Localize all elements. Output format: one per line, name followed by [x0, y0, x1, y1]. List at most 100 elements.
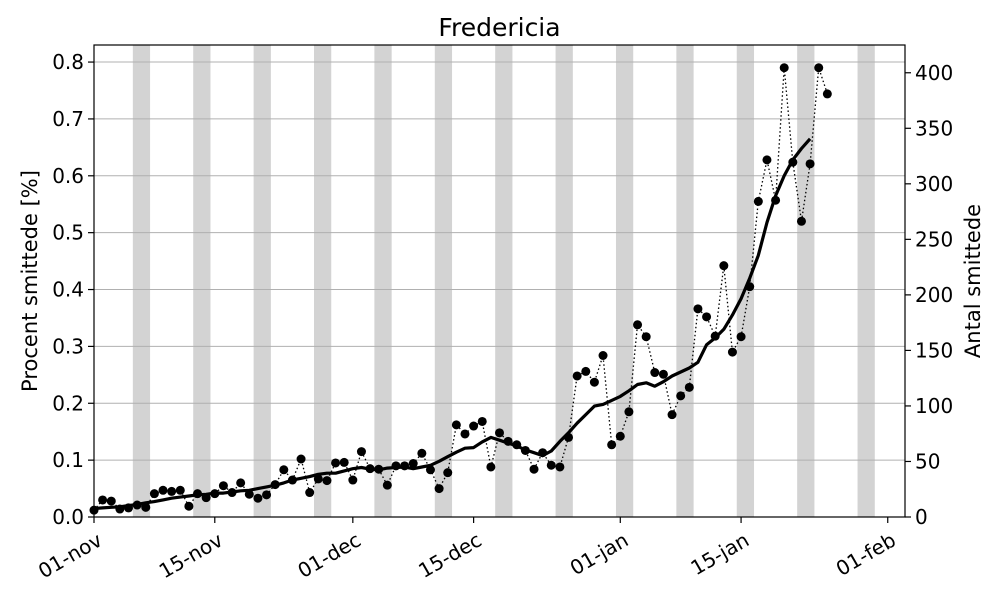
- daily-point-29: [339, 457, 349, 467]
- daily-point-62: [624, 407, 634, 417]
- daily-point-75: [736, 332, 746, 342]
- daily-point-7: [149, 489, 159, 499]
- y-left-tick-label-4: 0.4: [52, 278, 84, 302]
- y-right-tick-label-3: 150: [915, 338, 953, 362]
- daily-point-31: [356, 447, 366, 457]
- daily-point-20: [262, 490, 272, 500]
- y-left-tick-label-7: 0.7: [52, 107, 84, 131]
- daily-point-35: [391, 461, 401, 471]
- weekend-band-1: [193, 45, 211, 517]
- x-tick-label-2: 01-dec: [293, 528, 364, 583]
- daily-point-39: [425, 465, 435, 475]
- weekend-band-10: [736, 45, 755, 517]
- weekend-band-3: [314, 45, 332, 517]
- y-left-tick-label-3: 0.3: [52, 334, 84, 358]
- daily-point-79: [771, 195, 781, 205]
- daily-point-85: [822, 89, 832, 99]
- daily-point-17: [236, 478, 246, 488]
- daily-point-30: [348, 475, 358, 485]
- daily-point-6: [141, 502, 151, 512]
- daily-point-65: [650, 368, 660, 378]
- daily-point-3: [115, 504, 125, 514]
- y-left-tick-label-1: 0.1: [52, 448, 84, 472]
- y-right-tick-label-4: 200: [915, 283, 953, 307]
- daily-point-80: [779, 63, 789, 73]
- daily-point-18: [244, 489, 254, 499]
- x-tick-label-4: 01-jan: [566, 528, 633, 580]
- daily-point-70: [693, 304, 703, 314]
- daily-point-81: [788, 157, 798, 167]
- y-axis-left-label: Procent smittede [%]: [18, 170, 42, 392]
- daily-point-2: [106, 496, 116, 506]
- y-right-tick-label-0: 0: [915, 505, 928, 529]
- daily-point-44: [469, 421, 479, 431]
- daily-point-41: [443, 468, 453, 478]
- y-axis-right-label: Antal smittede: [961, 204, 985, 358]
- daily-point-26: [313, 474, 323, 484]
- grid-lines: [94, 61, 905, 518]
- daily-point-27: [322, 476, 332, 486]
- daily-point-32: [365, 464, 375, 474]
- x-tick-label-0: 01-nov: [34, 528, 106, 584]
- y-axis-left: 0.0 0.1 0.2 0.3 0.4 0.5 0.6 0.7 0.8: [52, 50, 94, 529]
- chart-title: Fredericia: [438, 13, 560, 42]
- daily-point-43: [460, 429, 470, 439]
- y-left-tick-label-2: 0.2: [52, 391, 84, 415]
- daily-point-36: [400, 461, 410, 471]
- daily-point-34: [382, 480, 392, 490]
- daily-point-21: [270, 480, 280, 490]
- daily-point-8: [158, 485, 168, 495]
- daily-point-24: [296, 454, 306, 464]
- daily-point-60: [607, 440, 617, 450]
- daily-point-77: [753, 196, 763, 206]
- daily-point-13: [201, 493, 211, 503]
- daily-point-72: [710, 331, 720, 341]
- daily-point-54: [555, 462, 565, 472]
- daily-point-37: [408, 459, 418, 469]
- daily-point-15: [218, 481, 228, 491]
- weekend-band-6: [495, 45, 513, 517]
- daily-point-61: [615, 431, 625, 441]
- daily-point-83: [805, 159, 815, 169]
- daily-point-55: [564, 432, 574, 442]
- daily-point-76: [745, 282, 755, 292]
- daily-point-73: [719, 261, 729, 271]
- daily-point-84: [814, 63, 824, 73]
- y-left-tick-label-8: 0.8: [52, 50, 84, 74]
- daily-point-56: [572, 371, 582, 381]
- daily-point-16: [227, 488, 237, 498]
- daily-point-48: [503, 436, 513, 446]
- daily-point-9: [167, 486, 177, 496]
- y-right-tick-label-6: 300: [915, 172, 953, 196]
- daily-point-12: [193, 489, 203, 499]
- y-right-tick-label-8: 400: [915, 61, 953, 85]
- y-left-tick-label-6: 0.6: [52, 164, 84, 188]
- daily-point-10: [175, 485, 185, 495]
- weekend-band-12: [857, 45, 875, 517]
- weekend-band-11: [797, 45, 815, 517]
- daily-point-22: [279, 465, 289, 475]
- daily-point-67: [667, 410, 677, 420]
- series-layer: [89, 63, 832, 515]
- weekend-band-5: [434, 45, 453, 517]
- daily-point-50: [520, 445, 530, 455]
- daily-point-63: [633, 320, 643, 330]
- daily-point-45: [477, 416, 487, 426]
- weekend-band-7: [555, 45, 573, 517]
- y-right-tick-label-1: 50: [915, 449, 940, 473]
- weekend-band-2: [253, 45, 271, 517]
- daily-point-53: [546, 460, 556, 470]
- daily-point-57: [581, 366, 591, 376]
- daily-point-5: [132, 500, 142, 510]
- x-tick-label-1: 15-nov: [155, 528, 227, 584]
- y-right-tick-label-2: 100: [915, 394, 953, 418]
- daily-point-59: [598, 350, 608, 360]
- weekend-band-9: [676, 45, 694, 517]
- weekend-band-4: [374, 45, 392, 517]
- daily-point-71: [702, 312, 712, 322]
- daily-point-66: [658, 369, 668, 379]
- y-axis-right: 0 50 100 150 200 250 300 350 400: [905, 61, 953, 529]
- daily-point-11: [184, 501, 194, 511]
- daily-point-14: [210, 489, 220, 499]
